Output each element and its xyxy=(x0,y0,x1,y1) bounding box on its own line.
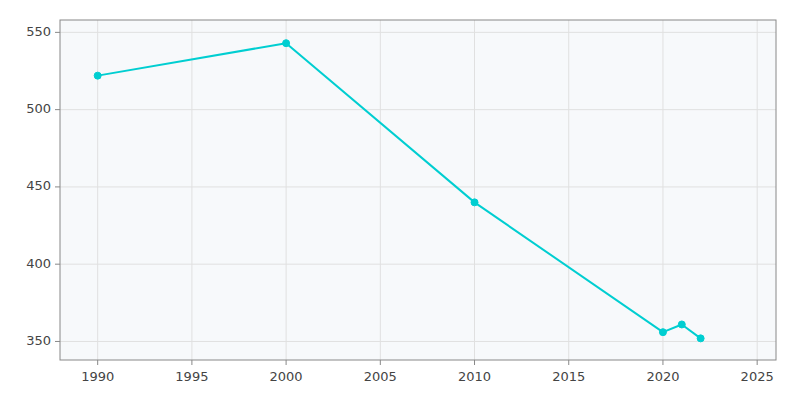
y-grid-line xyxy=(60,341,776,342)
y-tick xyxy=(55,341,60,342)
x-tick-label: 1995 xyxy=(175,369,208,384)
y-grid-line xyxy=(60,32,776,33)
y-tick-label: 450 xyxy=(26,178,51,193)
x-grid-line xyxy=(97,20,98,360)
x-grid-line xyxy=(474,20,475,360)
x-tick-label: 2025 xyxy=(741,369,774,384)
chart-svg: 1990 1995 2000 2005 2010 2015 2020 2025 350 400 45… xyxy=(0,0,800,400)
x-tick-label: 2015 xyxy=(552,369,585,384)
data-point xyxy=(283,40,290,47)
x-tick xyxy=(97,360,98,365)
x-grid-line xyxy=(568,20,569,360)
y-grid-line xyxy=(60,264,776,265)
y-tick xyxy=(55,32,60,33)
x-tick xyxy=(662,360,663,365)
x-tick xyxy=(286,360,287,365)
x-grid-line xyxy=(757,20,758,360)
y-tick-label: 550 xyxy=(26,24,51,39)
chart-container: 1990 1995 2000 2005 2010 2015 2020 2025 350 400 45… xyxy=(0,0,800,400)
x-tick xyxy=(568,360,569,365)
data-point xyxy=(697,335,704,342)
y-tick-label: 500 xyxy=(26,101,51,116)
x-grid-line xyxy=(380,20,381,360)
data-line xyxy=(98,43,701,338)
x-tick xyxy=(191,360,192,365)
y-grid-line xyxy=(60,186,776,187)
x-tick xyxy=(380,360,381,365)
y-tick xyxy=(55,264,60,265)
data-point xyxy=(659,329,666,336)
data-layer xyxy=(94,40,704,342)
x-tick-label: 1990 xyxy=(81,369,114,384)
x-tick xyxy=(474,360,475,365)
data-point xyxy=(94,72,101,79)
y-tick xyxy=(55,186,60,187)
data-point xyxy=(678,321,685,328)
y-grid-line xyxy=(60,109,776,110)
x-tick-label: 2000 xyxy=(270,369,303,384)
x-tick-label: 2005 xyxy=(364,369,397,384)
y-tick-label: 350 xyxy=(26,333,51,348)
x-tick-label: 2010 xyxy=(458,369,491,384)
y-tick xyxy=(55,109,60,110)
x-grid-line xyxy=(662,20,663,360)
data-point xyxy=(471,199,478,206)
x-tick xyxy=(757,360,758,365)
grid xyxy=(60,20,776,360)
x-grid-line xyxy=(286,20,287,360)
plot-frame xyxy=(60,20,776,360)
x-grid-line xyxy=(191,20,192,360)
plot-background xyxy=(60,20,776,360)
x-tick-label: 2020 xyxy=(646,369,679,384)
y-tick-label: 400 xyxy=(26,256,51,271)
axes: 1990 1995 2000 2005 2010 2015 2020 2025 350 400 45… xyxy=(26,24,774,384)
